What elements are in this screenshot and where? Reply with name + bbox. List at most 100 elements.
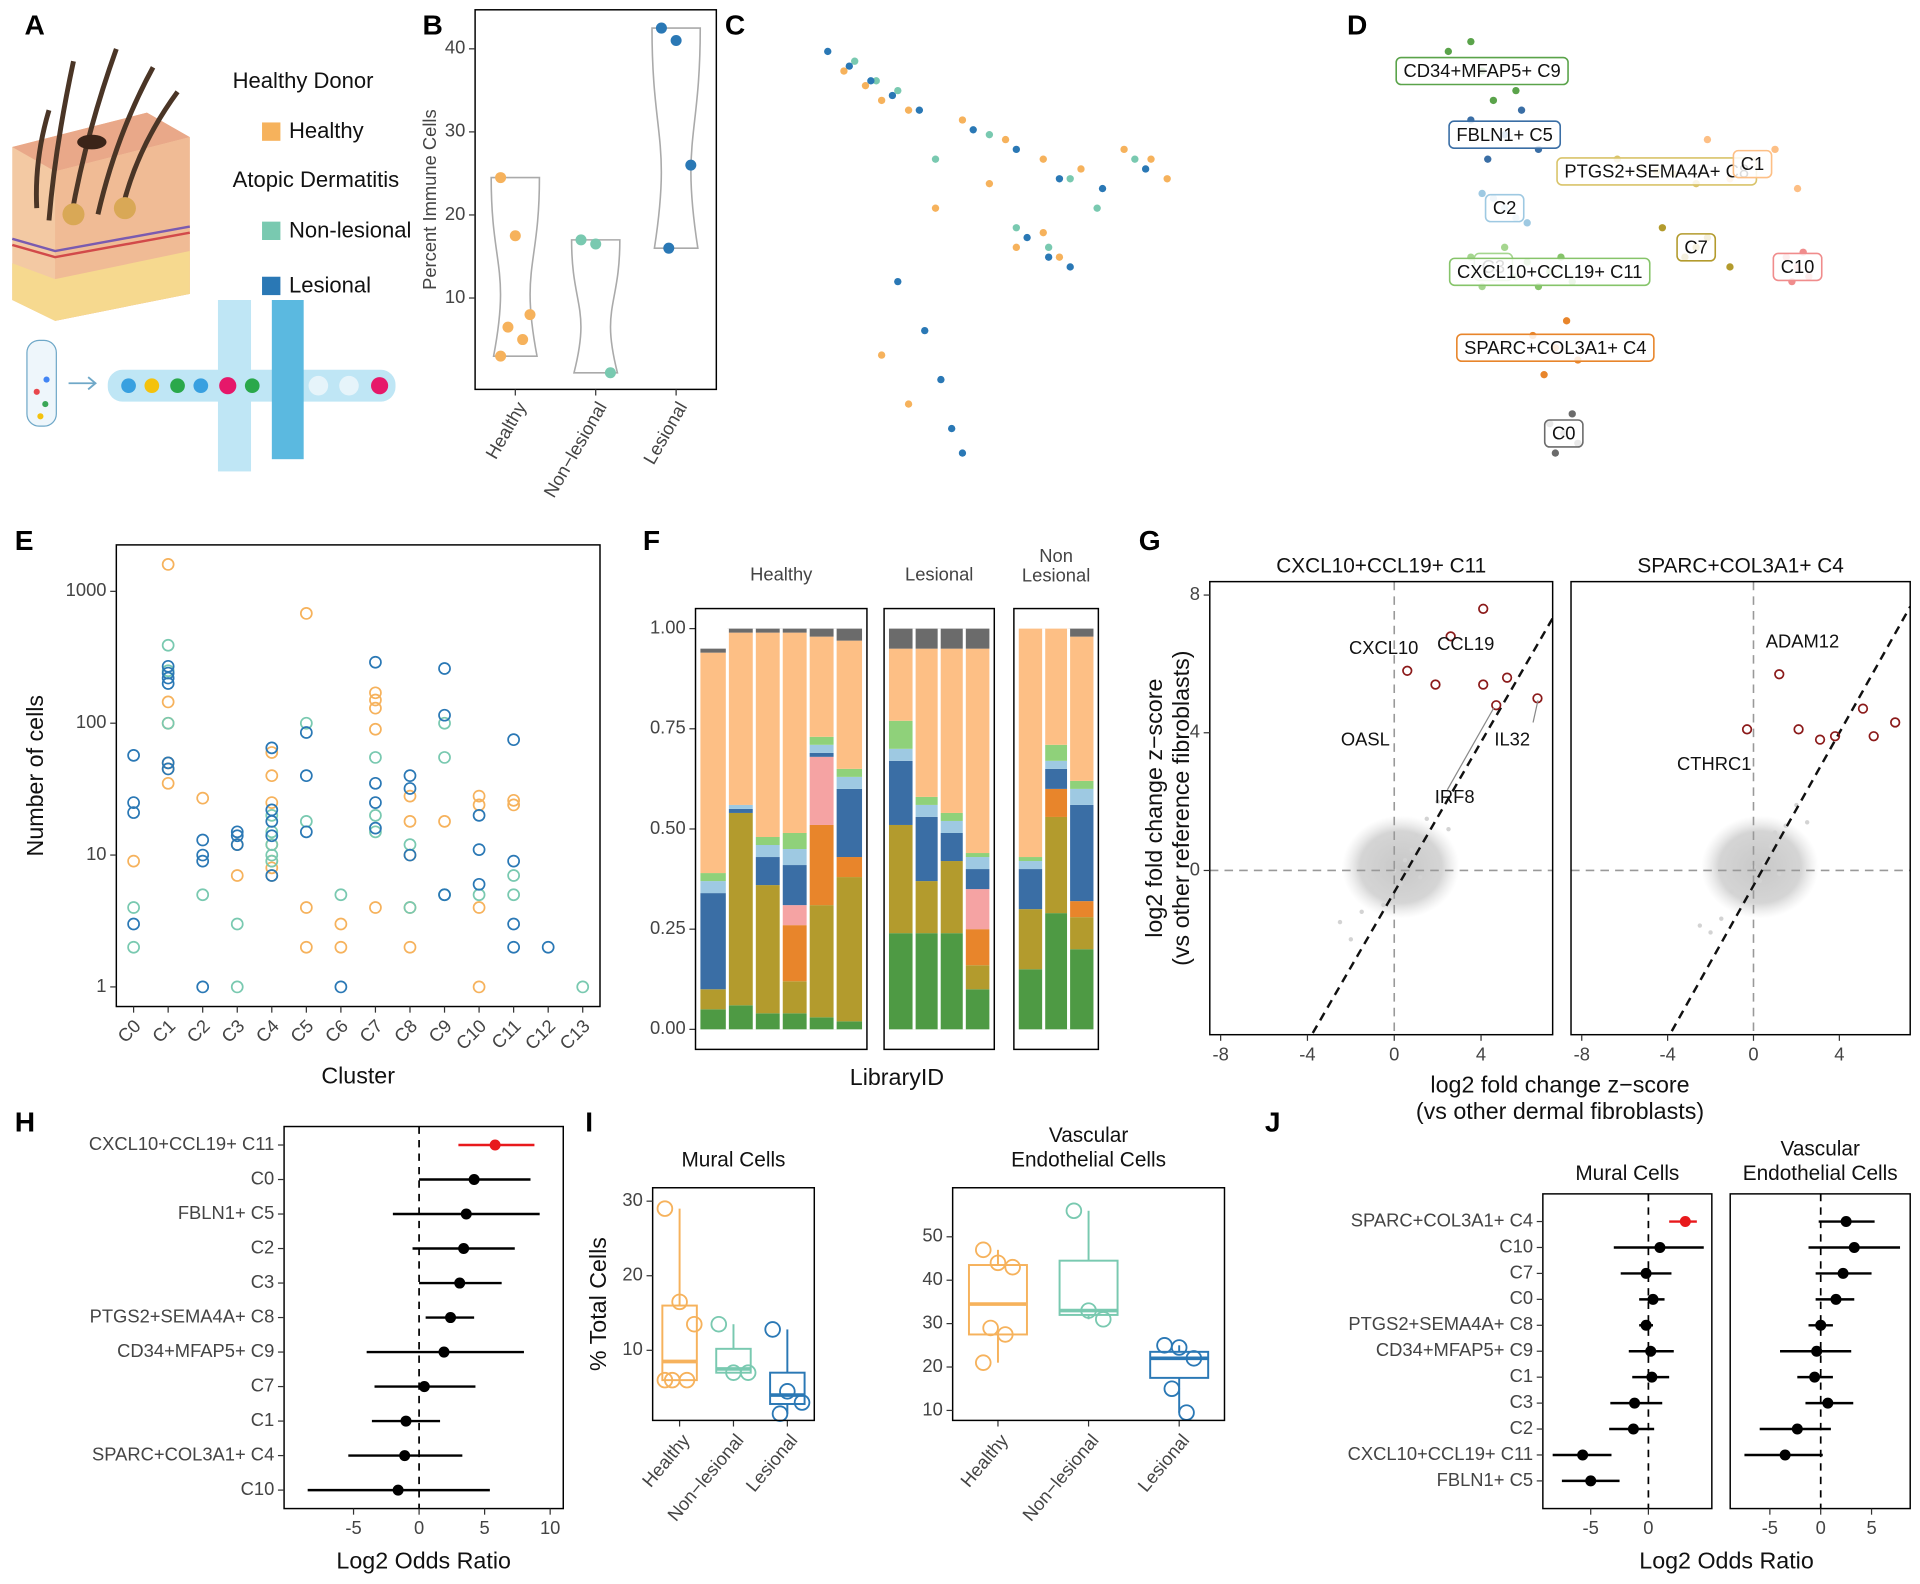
point <box>403 940 417 954</box>
bar-segment <box>754 845 782 858</box>
point <box>1044 253 1053 261</box>
y-tick-label: C1 <box>251 1409 274 1430</box>
pore <box>77 134 107 150</box>
highlight-point <box>1857 703 1869 714</box>
point <box>369 821 382 835</box>
background-point <box>1374 840 1380 846</box>
bar-segment <box>835 877 863 1022</box>
point <box>1517 106 1526 114</box>
point <box>1023 233 1031 242</box>
bar-segment <box>1068 949 1094 1030</box>
point <box>541 940 555 954</box>
plot-frame <box>1570 580 1911 1036</box>
y-tick-label: 30 <box>922 1311 942 1332</box>
y-tick-label: FBLN1+ C5 <box>178 1202 274 1223</box>
point <box>507 733 520 747</box>
point <box>369 751 382 764</box>
x-axis-title: LibraryID <box>850 1064 944 1090</box>
bar-segment <box>781 925 809 982</box>
y-axis-title: Number of cells <box>22 695 48 857</box>
bar-segment <box>1068 804 1094 902</box>
estimate <box>1645 1345 1657 1357</box>
background-point <box>1768 844 1773 849</box>
bar-segment <box>808 756 836 825</box>
cluster-label-box <box>1456 333 1655 363</box>
point <box>334 940 348 954</box>
point <box>921 326 929 335</box>
arrow <box>68 376 97 391</box>
legend-heading: Atopic Dermatitis <box>233 167 400 192</box>
point <box>1055 253 1064 261</box>
point <box>969 126 977 134</box>
point <box>931 155 940 163</box>
point <box>1055 175 1064 183</box>
plot-frame <box>283 1125 564 1510</box>
point <box>438 708 451 722</box>
y-tick-label: SPARC+COL3A1+ C4 <box>92 1443 274 1464</box>
bar-segment <box>835 788 863 858</box>
density-cloud <box>1341 815 1460 919</box>
droplet <box>219 377 237 395</box>
cluster-label-box <box>1395 56 1569 86</box>
point <box>793 1394 811 1411</box>
plot-frame <box>474 9 718 391</box>
point <box>438 751 451 764</box>
x-tick-label: C6 <box>321 1015 352 1046</box>
point <box>299 769 313 783</box>
bar-segment <box>914 796 940 805</box>
y-axis-title: Percent Immune Cells <box>419 109 440 290</box>
point <box>671 1293 688 1311</box>
point <box>127 917 140 931</box>
point <box>438 888 451 902</box>
point <box>438 662 451 675</box>
panel-label: I <box>585 1107 593 1138</box>
point <box>958 116 967 124</box>
bar-segment <box>754 1013 782 1030</box>
x-tick-label: 0 <box>1816 1517 1826 1538</box>
bar-segment <box>1068 636 1094 781</box>
point <box>1562 317 1571 325</box>
estimate <box>1791 1423 1803 1435</box>
y-tick-label: CD34+MFAP5+ C9 <box>1376 1339 1533 1360</box>
cell <box>33 388 40 395</box>
plot-frame <box>651 1187 816 1422</box>
point <box>894 277 902 286</box>
y-tick-label: C0 <box>251 1167 274 1188</box>
y-tick-label: 10 <box>922 1398 942 1419</box>
point <box>1163 175 1171 183</box>
bar-segment <box>888 748 915 761</box>
point <box>507 793 520 807</box>
bar-segment <box>781 849 809 866</box>
y-axis-title: % Total Cells <box>585 1237 611 1371</box>
x-tick-label: C10 <box>452 1015 491 1054</box>
point <box>196 848 210 862</box>
point <box>888 91 897 100</box>
y-tick-label: 0.25 <box>650 917 686 938</box>
annotation: CTHRC1 <box>1677 753 1751 774</box>
x-tick-label: -5 <box>1762 1517 1778 1538</box>
x-tick-label: C3 <box>217 1015 248 1046</box>
vessel <box>11 231 191 259</box>
point <box>710 1315 728 1333</box>
x-tick-label: Healthy <box>638 1429 695 1491</box>
x-axis-title: Cluster <box>321 1063 395 1089</box>
x-tick-label: -4 <box>1299 1043 1315 1064</box>
x-tick-label: -5 <box>1583 1517 1599 1538</box>
point <box>985 131 994 139</box>
annotation: OASL <box>1341 729 1390 750</box>
box <box>715 1347 752 1374</box>
point <box>904 400 913 408</box>
point <box>1478 189 1486 198</box>
estimate <box>1679 1216 1691 1228</box>
point <box>1523 219 1531 227</box>
background-point <box>1777 871 1782 877</box>
bar-segment <box>700 648 728 653</box>
background-point <box>1348 937 1354 942</box>
droplet <box>144 378 160 394</box>
panel-label: J <box>1265 1107 1281 1138</box>
point <box>1039 155 1047 163</box>
point <box>196 888 210 902</box>
point <box>369 701 382 715</box>
point <box>369 776 382 790</box>
panel-label: C <box>725 9 745 40</box>
